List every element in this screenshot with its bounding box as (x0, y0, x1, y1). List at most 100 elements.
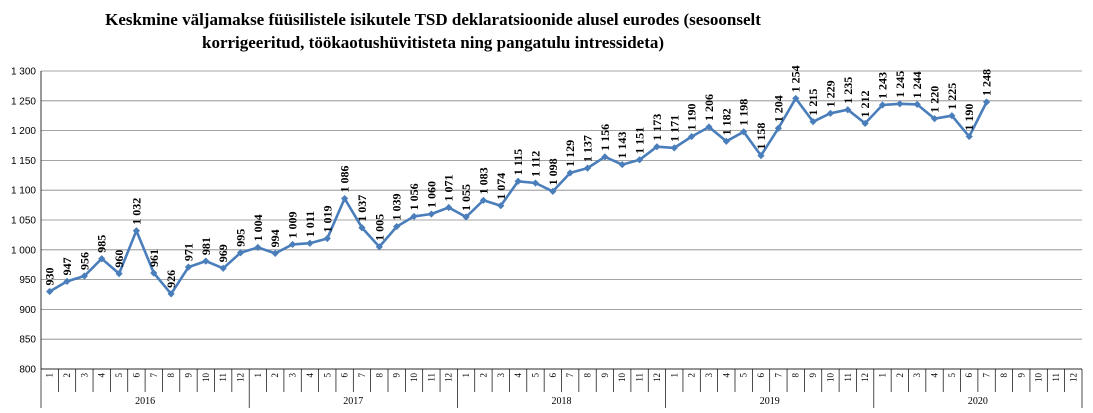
x-month-label: 11 (1051, 373, 1061, 382)
y-tick-label: 1 050 (11, 216, 36, 227)
x-month-label: 5 (322, 373, 332, 378)
x-month-label: 7 (357, 373, 367, 378)
y-tick-label: 1 300 (11, 67, 36, 78)
data-point (358, 224, 366, 232)
x-month-label: 1 (461, 373, 471, 378)
series-average-payment (46, 94, 991, 298)
data-label: 961 (147, 249, 161, 267)
series-line (49, 97, 988, 296)
x-year-label: 2020 (968, 396, 988, 407)
data-point (323, 234, 331, 243)
data-point (479, 196, 488, 204)
data-label: 1 248 (980, 69, 994, 96)
data-point (132, 227, 141, 235)
x-month-label: 12 (652, 373, 662, 382)
data-point (722, 137, 730, 145)
x-month-label: 4 (721, 373, 731, 378)
data-point (462, 213, 470, 221)
data-label: 969 (216, 244, 230, 262)
data-point (601, 153, 609, 161)
chart-title-line-2: korrigeeritud, töökaotushüvitisteta ning… (202, 33, 664, 52)
data-label: 1 129 (563, 140, 577, 167)
data-label: 1 204 (771, 95, 785, 122)
data-point (566, 169, 574, 177)
chart-title-line-1: Keskmine väljamakse füüsilistele isikute… (105, 10, 761, 29)
x-month-label: 2 (687, 373, 697, 378)
data-label: 1 039 (390, 194, 404, 221)
data-point (288, 240, 297, 249)
x-month-label: 12 (236, 373, 246, 382)
x-month-label: 6 (756, 373, 766, 378)
data-point (410, 212, 418, 221)
x-month-label: 5 (530, 373, 540, 378)
data-point (531, 179, 540, 187)
data-label: 1 009 (286, 211, 300, 238)
data-point (63, 277, 71, 285)
data-point (150, 269, 158, 277)
data-label: 1 244 (910, 71, 924, 98)
data-point (271, 249, 279, 257)
data-label: 1 156 (598, 124, 612, 151)
x-month-label: 6 (340, 373, 350, 378)
x-month-label: 11 (426, 373, 436, 382)
x-year-label: 2016 (135, 396, 155, 407)
data-label: 1 019 (320, 205, 334, 232)
x-month-label: 5 (739, 373, 749, 378)
data-label: 1 171 (667, 115, 681, 142)
y-tick-label: 1 250 (11, 96, 36, 107)
x-month-label: 3 (912, 373, 922, 378)
data-label: 1 086 (338, 166, 352, 193)
data-point (254, 243, 262, 252)
data-point (393, 222, 401, 231)
x-month-label: 9 (600, 373, 610, 378)
data-label: 1 151 (633, 127, 647, 154)
data-label: 1 190 (962, 104, 976, 131)
data-point (982, 98, 991, 106)
data-point (202, 257, 210, 265)
x-year-label: 2018 (552, 396, 572, 407)
x-month-label: 3 (704, 373, 714, 378)
data-point (219, 264, 227, 272)
data-point (514, 177, 522, 185)
data-label: 995 (234, 229, 248, 247)
x-month-label: 11 (218, 373, 228, 382)
x-month-label: 2 (62, 373, 72, 378)
data-point (427, 210, 435, 218)
data-point (98, 255, 106, 263)
data-point (80, 272, 88, 280)
x-month-label: 8 (374, 373, 384, 378)
data-label: 1 032 (129, 198, 143, 225)
data-label: 1 225 (945, 83, 959, 110)
data-point (46, 287, 54, 296)
data-point (809, 118, 817, 126)
data-point (236, 249, 245, 257)
x-year-label: 2017 (343, 396, 363, 407)
data-label: 985 (95, 235, 109, 253)
data-label: 926 (164, 270, 178, 288)
data-point (583, 164, 592, 172)
x-month-label: 7 (149, 373, 159, 378)
y-tick-label: 1 100 (11, 186, 36, 197)
x-month-label: 7 (982, 373, 992, 378)
x-month-label: 4 (930, 373, 940, 378)
data-label: 1 060 (424, 181, 438, 208)
data-label: 1 055 (459, 184, 473, 211)
x-month-label: 3 (79, 373, 89, 378)
data-point (792, 94, 800, 103)
data-label: 1 056 (407, 183, 421, 210)
data-point (618, 160, 626, 169)
data-label: 1 254 (789, 65, 803, 92)
data-label: 1 115 (511, 149, 525, 175)
data-label: 1 137 (581, 135, 595, 162)
data-label: 956 (77, 252, 91, 270)
x-month-label: 12 (1068, 373, 1078, 382)
data-label: 1 243 (875, 72, 889, 99)
data-label: 1 037 (355, 195, 369, 222)
data-point (445, 203, 453, 212)
data-point (705, 123, 713, 131)
y-tick-label: 800 (19, 365, 36, 376)
x-month-label: 4 (513, 373, 523, 378)
data-point (844, 106, 852, 114)
x-month-label: 6 (964, 373, 974, 378)
